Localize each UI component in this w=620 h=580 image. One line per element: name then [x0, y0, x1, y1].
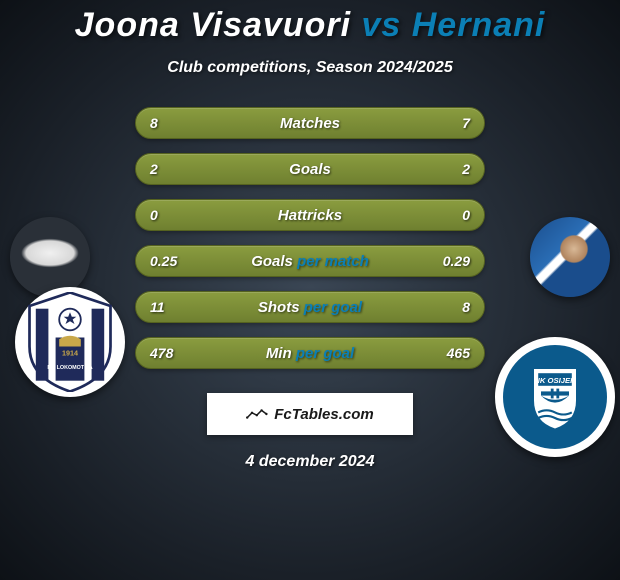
page-title: Joona Visavuori vs Hernani — [0, 0, 620, 45]
stat-value-p2: 0 — [462, 207, 470, 223]
stat-row: 0 Hattricks 0 — [135, 199, 485, 231]
stat-value-p1: 478 — [150, 345, 173, 361]
stat-value-p1: 0.25 — [150, 253, 177, 269]
stat-value-p2: 7 — [462, 115, 470, 131]
stat-label: Hattricks — [136, 207, 484, 224]
fctables-text: FcTables.com — [274, 406, 373, 423]
stat-row: 11 Shots per goal 8 — [135, 291, 485, 323]
player1-photo — [10, 217, 90, 297]
stat-value-p2: 465 — [447, 345, 470, 361]
stat-value-p2: 8 — [462, 299, 470, 315]
fctables-logo-icon — [246, 407, 270, 421]
stat-value-p1: 2 — [150, 161, 158, 177]
stat-row: 2 Goals 2 — [135, 153, 485, 185]
footer-date: 4 december 2024 — [0, 453, 620, 471]
stat-value-p1: 8 — [150, 115, 158, 131]
club1-crest-icon: 1914 NK LOKOMOTIVA — [25, 292, 115, 392]
club2-crest: NK OSIJEK — [495, 337, 615, 457]
stat-row: 0.25 Goals per match 0.29 — [135, 245, 485, 277]
stat-value-p1: 0 — [150, 207, 158, 223]
club1-crest: 1914 NK LOKOMOTIVA — [15, 287, 125, 397]
title-player1: Joona Visavuori — [75, 6, 351, 44]
stat-label: Matches — [136, 115, 484, 132]
stat-row: 478 Min per goal 465 — [135, 337, 485, 369]
stat-value-p2: 2 — [462, 161, 470, 177]
stat-label: Shots per goal — [136, 299, 484, 316]
svg-text:1914: 1914 — [62, 349, 78, 358]
title-vs: vs — [361, 6, 401, 44]
svg-text:NK LOKOMOTIVA: NK LOKOMOTIVA — [47, 365, 92, 371]
stat-label: Goals per match — [136, 253, 484, 270]
stat-value-p1: 11 — [150, 299, 165, 315]
player2-photo — [530, 217, 610, 297]
stat-bars: 8 Matches 7 2 Goals 2 0 Hattricks 0 0.25 — [135, 107, 485, 369]
stat-label: Min per goal — [136, 345, 484, 362]
svg-text:NK OSIJEK: NK OSIJEK — [534, 376, 577, 385]
stat-row: 8 Matches 7 — [135, 107, 485, 139]
title-player2: Hernani — [412, 6, 546, 44]
fctables-badge[interactable]: FcTables.com — [207, 393, 413, 435]
stat-label: Goals — [136, 161, 484, 178]
subtitle: Club competitions, Season 2024/2025 — [0, 59, 620, 77]
comparison-stage: 1914 NK LOKOMOTIVA NK OSIJEK 8 Matches 7 — [0, 107, 620, 471]
club2-crest-icon: NK OSIJEK — [520, 362, 590, 432]
stat-value-p2: 0.29 — [443, 253, 470, 269]
